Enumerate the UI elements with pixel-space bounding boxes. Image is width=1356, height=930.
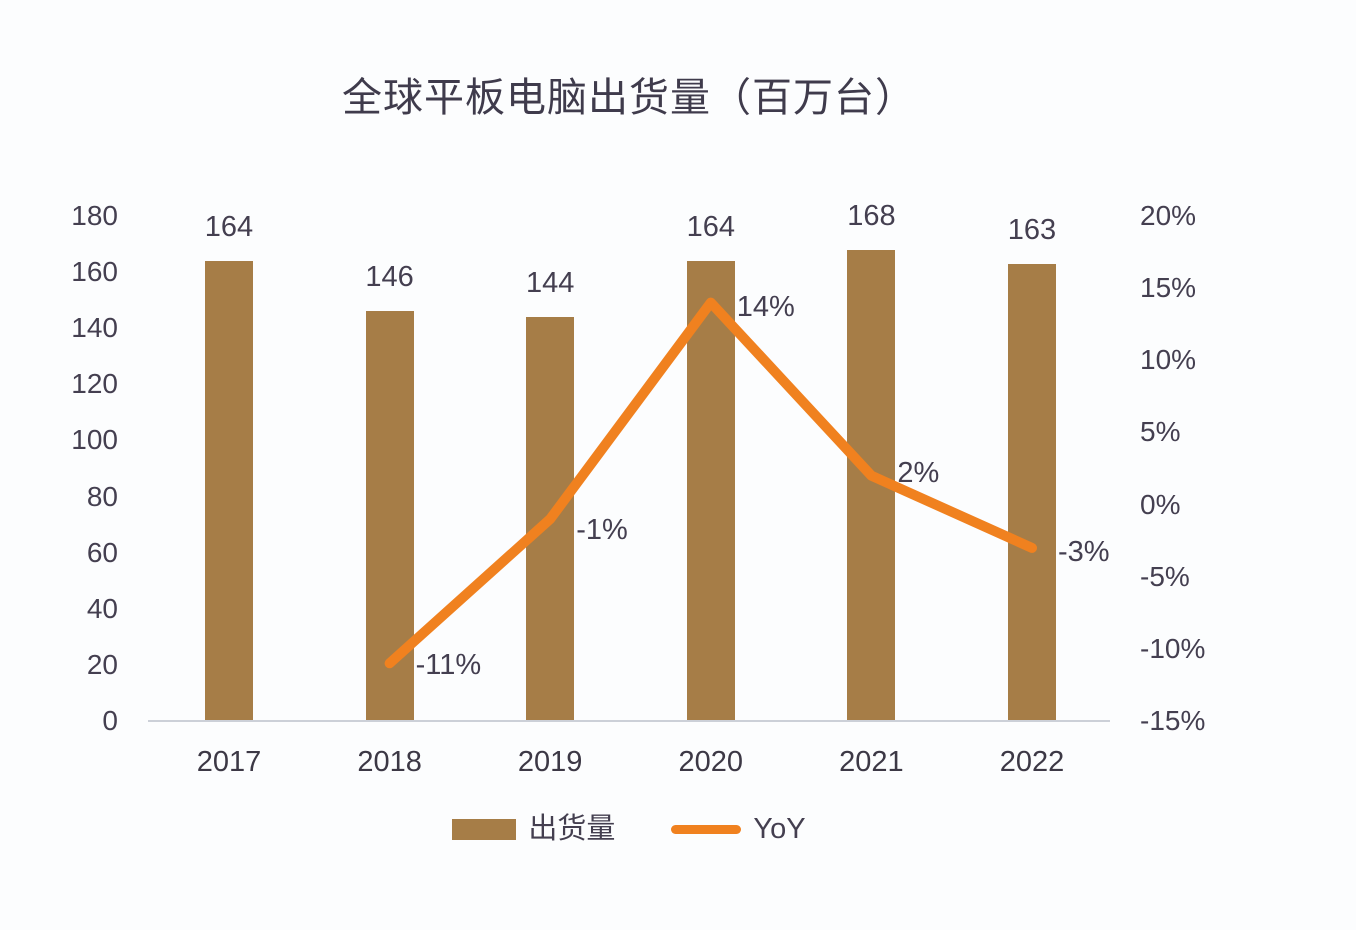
- x-axis-label-2021: 2021: [839, 746, 904, 778]
- right-axis-tick: -10%: [1140, 632, 1206, 664]
- yoy-point-label: -3%: [1058, 535, 1110, 568]
- x-axis-label-2017: 2017: [196, 746, 262, 778]
- right-axis-tick: 15%: [1140, 272, 1197, 304]
- bar-value-label: 164: [686, 210, 735, 243]
- yoy-point-label: -1%: [576, 514, 628, 546]
- left-axis-tick: 120: [71, 368, 118, 400]
- right-axis-tick: 10%: [1140, 344, 1197, 376]
- left-axis-tick: 140: [71, 312, 118, 344]
- right-axis-tick: 5%: [1140, 416, 1181, 448]
- left-axis-tick: 0: [102, 705, 118, 736]
- right-axis-tick: -15%: [1140, 705, 1206, 736]
- legend: 出货量 YoY: [148, 812, 1110, 846]
- bar-2019: [526, 317, 575, 721]
- x-axis-label-2018: 2018: [357, 746, 422, 778]
- yoy-point-label: -11%: [415, 649, 482, 682]
- left-axis-tick: 20: [86, 648, 118, 680]
- legend-line-label: YoY: [753, 813, 806, 845]
- left-axis-tick: 80: [86, 480, 118, 512]
- bar-2020: [686, 260, 735, 721]
- right-axis-tick: 20%: [1140, 200, 1197, 231]
- bar-value-label: 164: [204, 210, 254, 243]
- left-axis-tick: 160: [71, 256, 118, 288]
- x-axis-label-2019: 2019: [517, 746, 583, 778]
- chart-title: 全球平板电脑出货量（百万台）: [342, 76, 916, 120]
- left-axis-tick: 40: [86, 592, 118, 624]
- bar-value-label: 168: [847, 199, 896, 232]
- right-axis-tick: 0%: [1140, 488, 1181, 520]
- bar-value-label: 146: [365, 261, 414, 294]
- right-axis-tick: -5%: [1140, 560, 1190, 592]
- bar-2021: [847, 249, 896, 721]
- line-swatch-icon: [671, 824, 742, 834]
- legend-bar-label: 出货量: [528, 813, 616, 845]
- bar-2018: [365, 311, 414, 721]
- bar-value-label: 163: [1007, 213, 1057, 246]
- bar-2022: [1008, 263, 1056, 721]
- yoy-point-label: 2%: [897, 456, 940, 489]
- bar-2017: [205, 260, 253, 721]
- yoy-point-label: 14%: [736, 290, 795, 323]
- bar-swatch-icon: [452, 818, 517, 840]
- legend-item-yoy: YoY: [671, 812, 806, 846]
- x-axis-label-2022: 2022: [999, 746, 1065, 778]
- bar-value-label: 144: [525, 267, 575, 299]
- left-axis-tick: 60: [86, 536, 118, 568]
- x-axis-line: [148, 720, 1110, 722]
- left-axis-tick: 180: [71, 200, 118, 231]
- legend-item-shipments: 出货量: [452, 812, 615, 846]
- x-axis-label-2020: 2020: [678, 746, 744, 778]
- left-axis-tick: 100: [71, 424, 118, 456]
